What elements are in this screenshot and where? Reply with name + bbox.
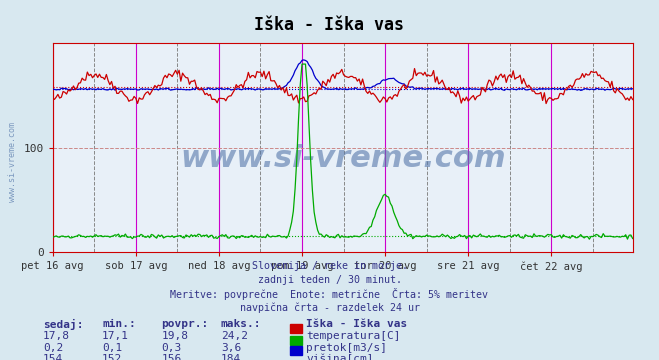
Text: 17,1: 17,1 [102, 331, 129, 341]
Text: Iška - Iška vas: Iška - Iška vas [254, 16, 405, 34]
Text: 19,8: 19,8 [161, 331, 188, 341]
Text: 0,1: 0,1 [102, 343, 123, 353]
Text: 0,3: 0,3 [161, 343, 182, 353]
Text: min.:: min.: [102, 319, 136, 329]
Text: Iška - Iška vas: Iška - Iška vas [306, 319, 408, 329]
Text: 17,8: 17,8 [43, 331, 70, 341]
Text: temperatura[C]: temperatura[C] [306, 331, 401, 341]
Text: 3,6: 3,6 [221, 343, 241, 353]
Text: Slovenija / reke in morje.: Slovenija / reke in morje. [252, 261, 407, 271]
Text: navpična črta - razdelek 24 ur: navpična črta - razdelek 24 ur [239, 302, 420, 312]
Text: Meritve: povprečne  Enote: metrične  Črta: 5% meritev: Meritve: povprečne Enote: metrične Črta:… [171, 288, 488, 300]
Text: 184: 184 [221, 354, 241, 360]
Text: povpr.:: povpr.: [161, 319, 209, 329]
Text: www.si-vreme.com: www.si-vreme.com [8, 122, 17, 202]
Text: 0,2: 0,2 [43, 343, 63, 353]
Text: 154: 154 [43, 354, 63, 360]
Text: maks.:: maks.: [221, 319, 261, 329]
Text: sedaj:: sedaj: [43, 319, 83, 330]
Text: 152: 152 [102, 354, 123, 360]
Text: višina[cm]: višina[cm] [306, 354, 374, 360]
Text: 24,2: 24,2 [221, 331, 248, 341]
Text: 156: 156 [161, 354, 182, 360]
Text: www.si-vreme.com: www.si-vreme.com [180, 144, 505, 172]
Text: zadnji teden / 30 minut.: zadnji teden / 30 minut. [258, 275, 401, 285]
Text: pretok[m3/s]: pretok[m3/s] [306, 343, 387, 353]
